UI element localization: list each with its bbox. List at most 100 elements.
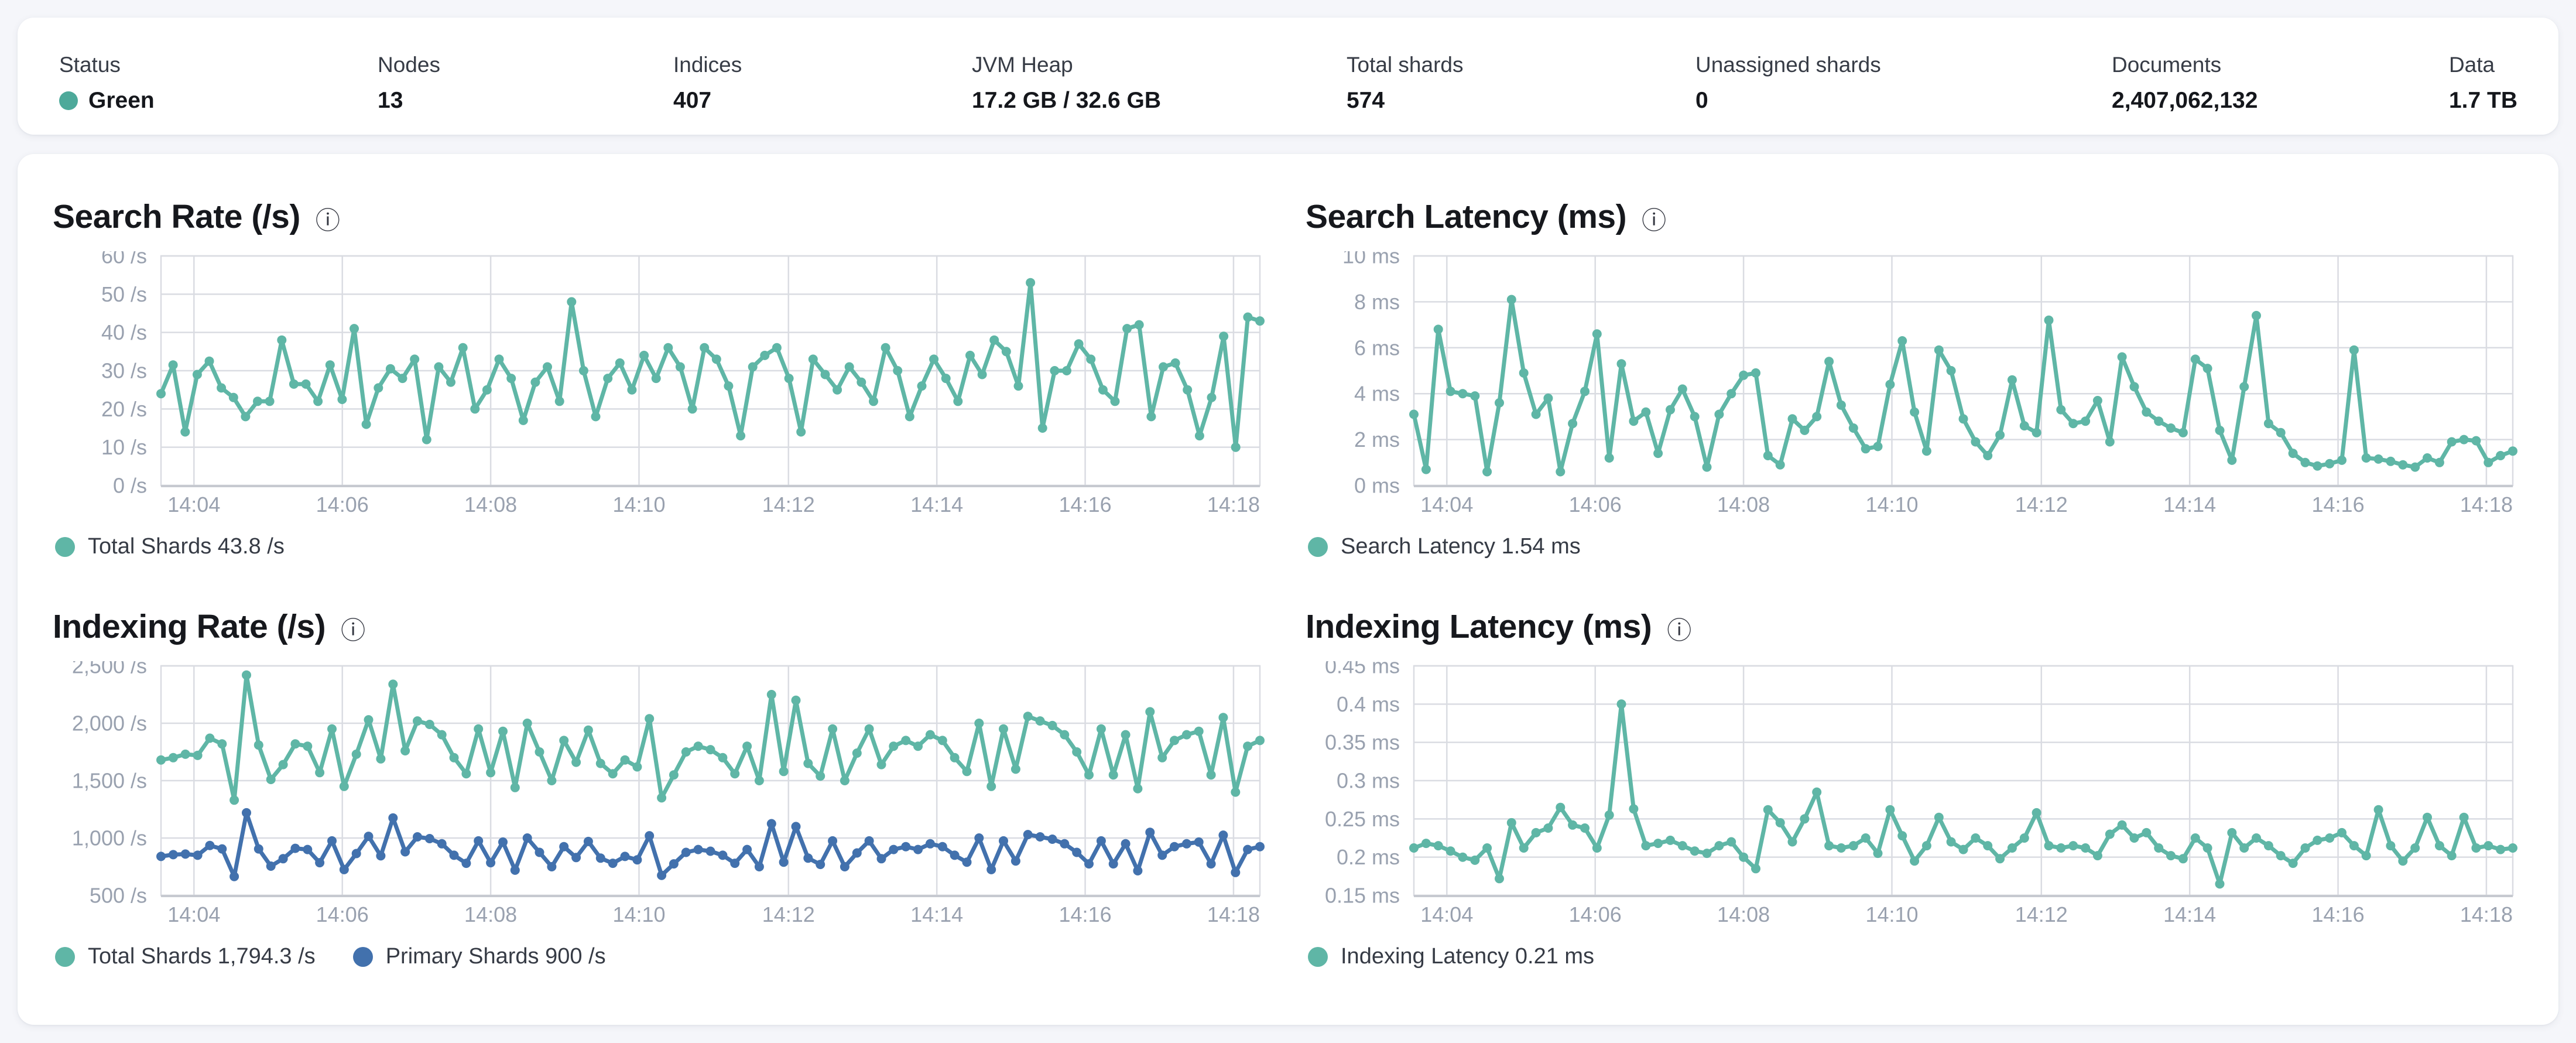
svg-text:10 ms: 10 ms: [1342, 251, 1400, 268]
chart-legend: Indexing Latency 0.21 ms: [1306, 944, 2523, 969]
svg-text:0 ms: 0 ms: [1354, 474, 1400, 498]
chart-canvas[interactable]: 0 ms 2 ms 4 ms 6 ms 8 ms 10 ms 14:04 14:06 14:08…: [1306, 244, 2523, 518]
stat-label: Total shards: [1347, 53, 1464, 77]
svg-text:40 /s: 40 /s: [101, 320, 147, 344]
info-icon[interactable]: ⓘ: [341, 616, 366, 644]
chart-title: Search Latency (ms): [1306, 198, 1627, 235]
svg-text:14:08: 14:08: [1717, 902, 1770, 926]
stat-value: 17.2 GB / 32.6 GB: [972, 88, 1161, 113]
svg-text:4 ms: 4 ms: [1354, 382, 1400, 406]
stat-label: Nodes: [378, 53, 440, 77]
svg-text:30 /s: 30 /s: [101, 359, 147, 383]
chart-title: Indexing Rate (/s): [53, 608, 326, 645]
svg-text:0.45 ms: 0.45 ms: [1325, 661, 1400, 678]
chart-indexing-rate: Indexing Rate (/s) ⓘ 500 /s 1,000 /s 1,500…: [53, 606, 1270, 969]
svg-text:14:06: 14:06: [1569, 902, 1622, 926]
chart-title: Indexing Latency (ms): [1306, 608, 1652, 645]
svg-text:14:04: 14:04: [1420, 493, 1473, 517]
svg-text:60 /s: 60 /s: [101, 251, 147, 268]
svg-text:14:04: 14:04: [1420, 902, 1473, 926]
svg-text:14:10: 14:10: [612, 493, 665, 517]
info-icon[interactable]: ⓘ: [315, 206, 340, 234]
svg-text:14:18: 14:18: [1207, 493, 1260, 517]
svg-text:14:16: 14:16: [1059, 493, 1112, 517]
svg-text:1,500 /s: 1,500 /s: [72, 769, 147, 793]
stat-nodes: Nodes 13: [378, 53, 440, 114]
svg-text:2 ms: 2 ms: [1354, 428, 1400, 452]
stat-jvm-heap: JVM Heap 17.2 GB / 32.6 GB: [972, 53, 1161, 114]
stat-label: Documents: [2112, 53, 2222, 77]
chart-title: Search Rate (/s): [53, 198, 300, 235]
svg-text:50 /s: 50 /s: [101, 282, 147, 306]
svg-text:14:18: 14:18: [2460, 493, 2513, 517]
svg-text:14:06: 14:06: [1569, 493, 1622, 517]
stat-value: 407: [673, 88, 712, 113]
svg-text:14:14: 14:14: [910, 902, 963, 926]
svg-text:500 /s: 500 /s: [90, 884, 147, 908]
svg-text:14:06: 14:06: [316, 902, 369, 926]
svg-text:8 ms: 8 ms: [1354, 290, 1400, 314]
legend-item[interactable]: Total Shards 43.8 /s: [55, 534, 285, 559]
svg-text:14:10: 14:10: [1865, 493, 1918, 517]
stat-value: 574: [1347, 88, 1385, 113]
svg-text:14:08: 14:08: [464, 902, 517, 926]
stat-label: Unassigned shards: [1695, 53, 1881, 77]
svg-text:14:18: 14:18: [1207, 902, 1260, 926]
legend-label: Total Shards 1,794.3 /s: [88, 944, 316, 969]
legend-label: Total Shards 43.8 /s: [88, 534, 285, 559]
svg-text:2,000 /s: 2,000 /s: [72, 712, 147, 736]
stat-value: 13: [378, 88, 403, 113]
svg-text:20 /s: 20 /s: [101, 397, 147, 421]
metrics-panel: Search Rate (/s) ⓘ 0 /s 10 /s 20 /s 30 /s 40…: [18, 154, 2558, 1025]
svg-text:14:12: 14:12: [762, 902, 815, 926]
chart-legend: Search Latency 1.54 ms: [1306, 534, 2523, 559]
legend-item[interactable]: Search Latency 1.54 ms: [1308, 534, 1581, 559]
svg-text:0.4 ms: 0.4 ms: [1337, 692, 1400, 716]
stat-label: Status: [59, 53, 121, 77]
stat-documents: Documents 2,407,062,132: [2112, 53, 2258, 114]
svg-text:14:14: 14:14: [910, 493, 963, 517]
stat-data-size: Data 1.7 TB: [2449, 53, 2517, 114]
svg-text:14:10: 14:10: [1865, 902, 1918, 926]
info-icon[interactable]: ⓘ: [1642, 206, 1667, 234]
chart-indexing-latency: Indexing Latency (ms) ⓘ 0.15 ms 0.2 ms 0.2…: [1306, 606, 2523, 969]
info-icon[interactable]: ⓘ: [1667, 616, 1692, 644]
svg-text:0.25 ms: 0.25 ms: [1325, 807, 1400, 831]
series-dot-icon: [1308, 946, 1328, 967]
svg-text:2,500 /s: 2,500 /s: [72, 661, 147, 678]
series-dot-icon: [1308, 536, 1328, 557]
stat-indices: Indices 407: [673, 53, 742, 114]
svg-text:6 ms: 6 ms: [1354, 336, 1400, 360]
legend-item[interactable]: Indexing Latency 0.21 ms: [1308, 944, 1594, 969]
svg-text:14:16: 14:16: [2312, 902, 2365, 926]
stat-label: Data: [2448, 53, 2495, 77]
stat-value: 2,407,062,132: [2112, 88, 2258, 113]
svg-text:14:08: 14:08: [464, 493, 517, 517]
series-dot-icon: [55, 536, 75, 557]
stat-value: 0: [1695, 88, 1708, 113]
svg-text:14:06: 14:06: [316, 493, 369, 517]
chart-legend: Total Shards 1,794.3 /s Primary Shards 9…: [53, 944, 1270, 969]
charts-grid: Search Rate (/s) ⓘ 0 /s 10 /s 20 /s 30 /s 40…: [18, 154, 2558, 969]
svg-text:0.35 ms: 0.35 ms: [1325, 730, 1400, 754]
series-dot-icon: [55, 946, 75, 967]
svg-text:10 /s: 10 /s: [101, 435, 147, 459]
legend-item[interactable]: Primary Shards 900 /s: [352, 944, 606, 969]
health-status-dot-icon: [59, 91, 78, 110]
stat-total-shards: Total shards 574: [1347, 53, 1464, 114]
stat-status: Status Green: [59, 53, 155, 114]
chart-canvas[interactable]: 0 /s 10 /s 20 /s 30 /s 40 /s 50 /s 60 /s 14:04 1…: [53, 244, 1270, 518]
legend-label: Indexing Latency 0.21 ms: [1341, 944, 1595, 969]
svg-text:0.15 ms: 0.15 ms: [1325, 884, 1400, 908]
chart-search-latency: Search Latency (ms) ⓘ 0 ms 2 ms 4 ms 6 ms 8 …: [1306, 196, 2523, 559]
chart-canvas[interactable]: 0.15 ms 0.2 ms 0.25 ms 0.3 ms 0.35 ms 0.4 ms 0…: [1306, 654, 2523, 928]
chart-canvas[interactable]: 500 /s 1,000 /s 1,500 /s 2,000 /s 2,500 /s 14…: [53, 654, 1270, 928]
svg-text:14:12: 14:12: [762, 493, 815, 517]
svg-text:14:10: 14:10: [612, 902, 665, 926]
legend-item[interactable]: Total Shards 1,794.3 /s: [55, 944, 316, 969]
stat-label: JVM Heap: [972, 53, 1073, 77]
svg-text:14:16: 14:16: [1059, 902, 1112, 926]
svg-text:1,000 /s: 1,000 /s: [72, 826, 147, 850]
svg-text:14:04: 14:04: [167, 902, 220, 926]
stat-unassigned-shards: Unassigned shards 0: [1695, 53, 1881, 114]
